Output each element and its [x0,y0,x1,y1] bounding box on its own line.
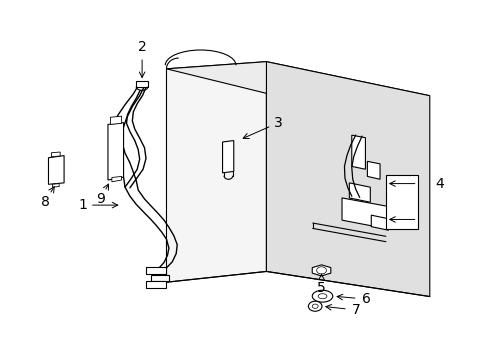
Polygon shape [366,161,379,179]
Circle shape [316,267,326,274]
Polygon shape [266,62,429,297]
Polygon shape [108,123,123,180]
Polygon shape [136,81,148,87]
Polygon shape [166,62,429,99]
Text: 7: 7 [351,303,360,317]
Polygon shape [52,184,59,187]
Polygon shape [351,135,365,169]
Polygon shape [112,176,122,182]
Polygon shape [146,281,166,288]
Text: 1: 1 [78,198,118,212]
Polygon shape [146,267,166,274]
Text: 8: 8 [41,194,50,208]
Ellipse shape [312,290,332,302]
Polygon shape [48,156,64,184]
Text: 3: 3 [243,116,283,139]
Text: 6: 6 [361,292,370,306]
Polygon shape [222,140,233,173]
Polygon shape [110,116,122,125]
Polygon shape [51,152,60,157]
Text: 4: 4 [434,177,443,190]
Text: 2: 2 [138,40,146,77]
Polygon shape [370,215,387,230]
Polygon shape [348,183,369,202]
Ellipse shape [318,294,326,299]
Circle shape [312,304,318,309]
Text: 5: 5 [317,274,325,294]
Text: 9: 9 [96,192,105,206]
Polygon shape [341,198,390,229]
Polygon shape [312,265,330,276]
Polygon shape [166,62,266,282]
Circle shape [308,301,322,311]
Polygon shape [385,175,417,229]
Polygon shape [151,275,168,281]
